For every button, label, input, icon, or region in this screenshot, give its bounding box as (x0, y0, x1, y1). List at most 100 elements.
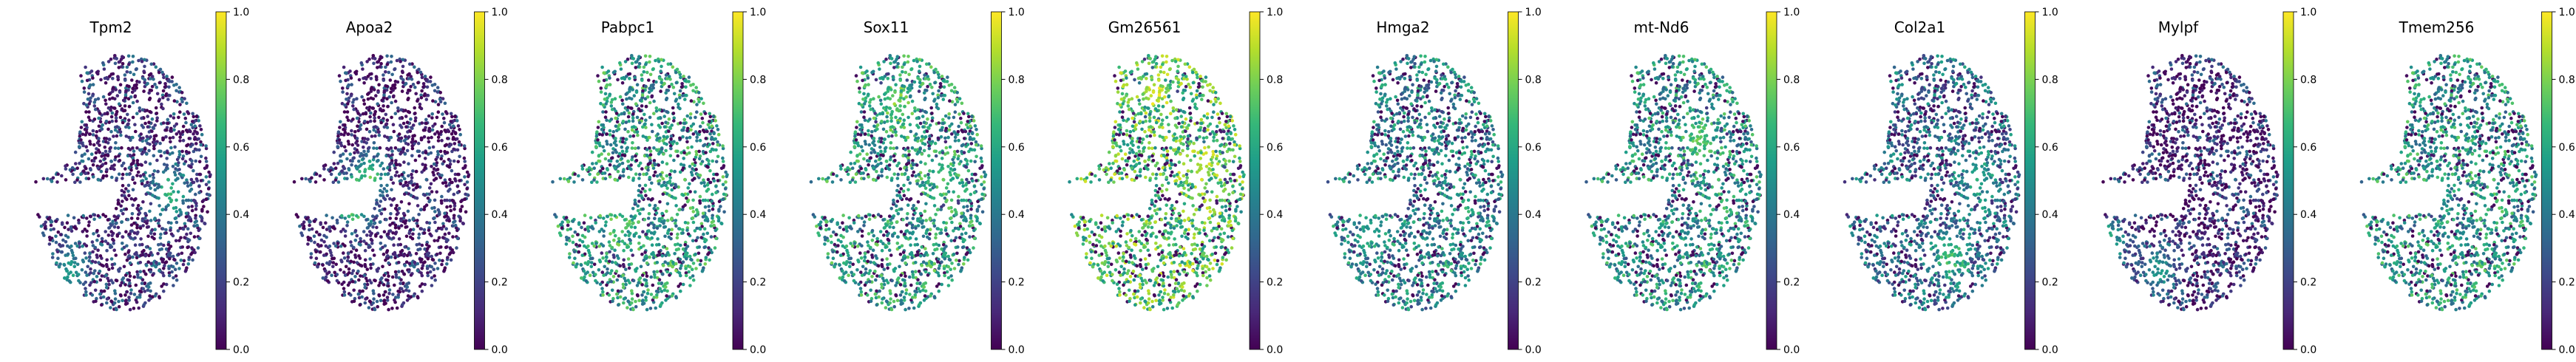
spot (425, 253, 429, 256)
spot (117, 304, 121, 309)
spot (634, 90, 639, 95)
spot (161, 170, 166, 174)
spot (654, 58, 657, 63)
spot (387, 288, 392, 292)
spot (389, 60, 393, 64)
spot (648, 153, 653, 157)
spot (637, 146, 640, 150)
spot (128, 154, 132, 157)
spot (914, 261, 918, 264)
spot (586, 244, 590, 248)
spot (121, 199, 124, 203)
spot (74, 256, 78, 261)
spot (639, 245, 643, 250)
spot (665, 174, 669, 178)
spot (348, 152, 352, 156)
spot (322, 167, 326, 171)
spot (565, 238, 569, 242)
spot (637, 120, 642, 125)
spot (177, 168, 181, 171)
spot (401, 64, 405, 69)
spot (412, 188, 416, 192)
spot (186, 130, 189, 134)
spot (345, 224, 349, 228)
spot (155, 158, 159, 163)
spot (111, 86, 115, 89)
spot (668, 172, 672, 177)
spot (163, 264, 166, 267)
spot (404, 234, 409, 239)
spot (597, 120, 601, 124)
spot (615, 160, 620, 163)
spot (597, 141, 600, 146)
spot (195, 179, 200, 183)
spot (401, 211, 406, 216)
spot (129, 138, 132, 142)
spot (138, 80, 141, 84)
spot (583, 275, 586, 279)
spot (122, 264, 126, 269)
spot (458, 179, 461, 182)
spot (345, 259, 350, 263)
spot (877, 295, 881, 299)
spot (98, 143, 101, 147)
spot (184, 120, 188, 125)
spot (105, 301, 109, 305)
spot (932, 204, 937, 208)
spot (156, 221, 160, 225)
spot (364, 297, 367, 301)
spot (147, 253, 151, 258)
spot (168, 257, 172, 261)
spot (410, 176, 414, 180)
spot (178, 110, 182, 114)
spot (396, 290, 400, 293)
spot (615, 292, 619, 296)
spot (199, 143, 203, 147)
spot (626, 159, 630, 163)
spot (972, 246, 975, 250)
spot (355, 116, 359, 120)
spot (136, 170, 140, 174)
spot (148, 174, 152, 178)
spot (112, 134, 115, 138)
spot (404, 141, 408, 146)
spot (691, 220, 696, 225)
spot (373, 178, 377, 182)
spot (390, 161, 394, 165)
spot (715, 124, 719, 128)
spot (50, 180, 54, 183)
spot (61, 238, 65, 242)
spot (353, 275, 357, 279)
spot (193, 199, 197, 203)
spot (136, 204, 140, 208)
spot (674, 81, 679, 85)
spot (433, 132, 437, 136)
spot (314, 172, 319, 176)
spot (392, 129, 396, 134)
spot (603, 98, 607, 101)
spot (671, 261, 675, 264)
spot (91, 133, 95, 137)
spot (841, 221, 844, 225)
spot (438, 259, 441, 262)
spot (686, 232, 691, 236)
spot (171, 165, 175, 168)
spot (590, 242, 594, 245)
spot (371, 157, 376, 162)
spot (465, 187, 469, 191)
spot (113, 289, 117, 293)
spot (580, 276, 583, 280)
spot (580, 178, 585, 182)
spot (119, 204, 123, 208)
spot (602, 216, 606, 220)
spot (164, 247, 169, 251)
spot (452, 214, 456, 218)
spot (151, 295, 155, 299)
spot (310, 176, 313, 180)
spot (870, 275, 874, 279)
spot (634, 60, 638, 64)
spot (360, 295, 364, 299)
spot (387, 70, 391, 75)
spot (409, 228, 413, 232)
spot (676, 154, 679, 158)
